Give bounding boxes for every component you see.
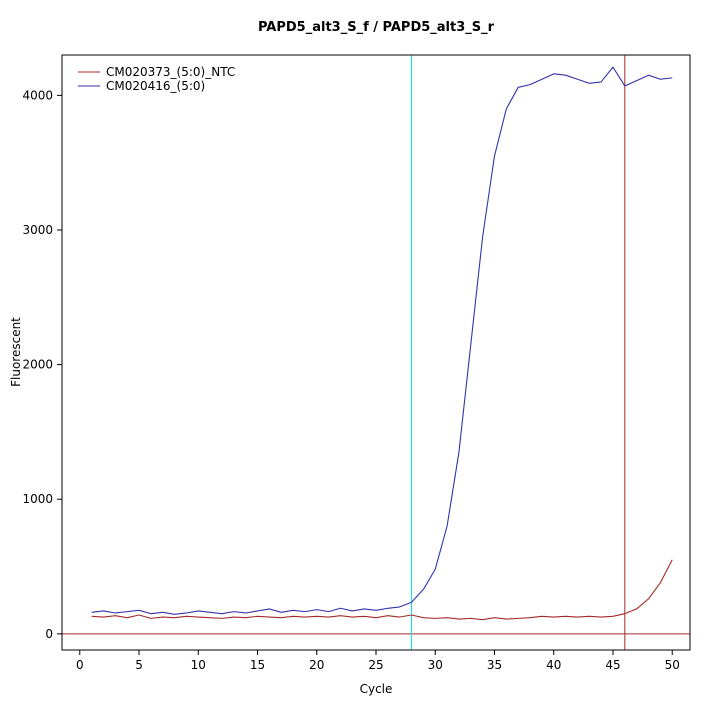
series-line-0 bbox=[91, 559, 673, 621]
x-tick-label: 10 bbox=[191, 658, 206, 672]
x-axis-label: Cycle bbox=[359, 682, 393, 696]
legend-label-1: CM020416_(5:0) bbox=[106, 79, 205, 93]
series-line-1 bbox=[91, 66, 673, 615]
y-tick-label: 4000 bbox=[22, 88, 53, 102]
x-tick-label: 25 bbox=[368, 658, 383, 672]
x-tick-label: 45 bbox=[605, 658, 620, 672]
y-tick-label: 1000 bbox=[22, 492, 53, 506]
y-tick-label: 3000 bbox=[22, 223, 53, 237]
x-tick-label: 40 bbox=[546, 658, 561, 672]
x-tick-label: 20 bbox=[309, 658, 324, 672]
x-tick-label: 15 bbox=[250, 658, 265, 672]
plot-box bbox=[61, 54, 691, 651]
y-tick-label: 2000 bbox=[22, 358, 53, 372]
legend-label-0: CM020373_(5:0)_NTC bbox=[106, 65, 235, 79]
x-tick-label: 5 bbox=[135, 658, 143, 672]
plot-title: PAPD5_alt3_S_f / PAPD5_alt3_S_r bbox=[257, 20, 495, 35]
y-tick-label: 0 bbox=[45, 627, 53, 641]
x-tick-label: 0 bbox=[76, 658, 84, 672]
y-axis-label: Fluorescent bbox=[9, 317, 23, 387]
x-tick-label: 50 bbox=[665, 658, 680, 672]
x-tick-label: 35 bbox=[487, 658, 502, 672]
x-tick-label: 30 bbox=[428, 658, 443, 672]
